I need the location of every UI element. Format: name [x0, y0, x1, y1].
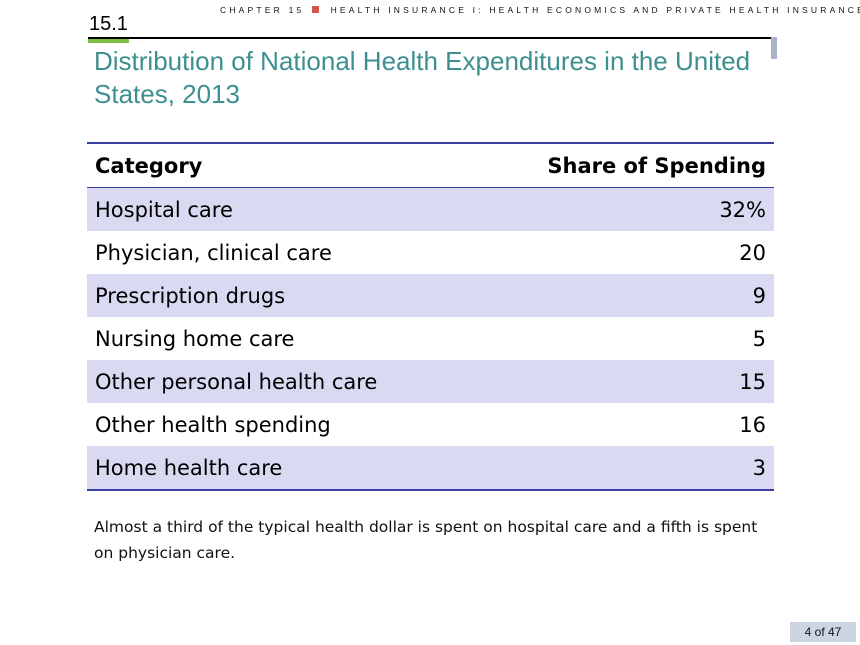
- row-category: Other health spending: [95, 412, 331, 437]
- row-category: Hospital care: [95, 197, 233, 222]
- row-share: 15: [739, 369, 766, 394]
- table-header: Category Share of Spending: [87, 142, 774, 188]
- header-right-bar: [771, 37, 777, 59]
- slide-title: Distribution of National Health Expendit…: [94, 46, 751, 109]
- chapter-header: CHAPTER 15 HEALTH INSURANCE I: HEALTH EC…: [220, 5, 860, 15]
- red-square-icon: [312, 6, 319, 13]
- expenditure-table: Category Share of Spending Hospital care…: [87, 142, 774, 491]
- row-category: Home health care: [95, 455, 283, 480]
- column-header-category: Category: [95, 153, 203, 178]
- row-category: Other personal health care: [95, 369, 378, 394]
- row-share: 9: [752, 283, 766, 308]
- table-row: Prescription drugs 9: [87, 274, 774, 317]
- chapter-label: CHAPTER 15: [220, 5, 305, 15]
- row-share: 16: [739, 412, 766, 437]
- slide-note: Almost a third of the typical health dol…: [94, 518, 758, 562]
- table-row: Other personal health care 15: [87, 360, 774, 403]
- row-share: 20: [739, 240, 766, 265]
- row-share: 32%: [719, 197, 766, 222]
- row-category: Physician, clinical care: [95, 240, 332, 265]
- table-row: Physician, clinical care 20: [87, 231, 774, 274]
- row-share: 3: [752, 455, 766, 480]
- table-body: Hospital care 32% Physician, clinical ca…: [87, 188, 774, 491]
- page-indicator: 4 of 47: [790, 622, 856, 642]
- table-row: Other health spending 16: [87, 403, 774, 446]
- table-row: Home health care 3: [87, 446, 774, 489]
- table-row: Hospital care 32%: [87, 188, 774, 231]
- section-number: 15.1: [89, 13, 128, 35]
- table-row: Nursing home care 5: [87, 317, 774, 360]
- section-underline: [88, 39, 129, 43]
- row-share: 5: [752, 326, 766, 351]
- row-category: Prescription drugs: [95, 283, 286, 308]
- header-rule: [88, 37, 773, 39]
- row-category: Nursing home care: [95, 326, 295, 351]
- column-header-share: Share of Spending: [547, 153, 766, 178]
- chapter-subtitle: HEALTH INSURANCE I: HEALTH ECONOMICS AND…: [330, 5, 860, 15]
